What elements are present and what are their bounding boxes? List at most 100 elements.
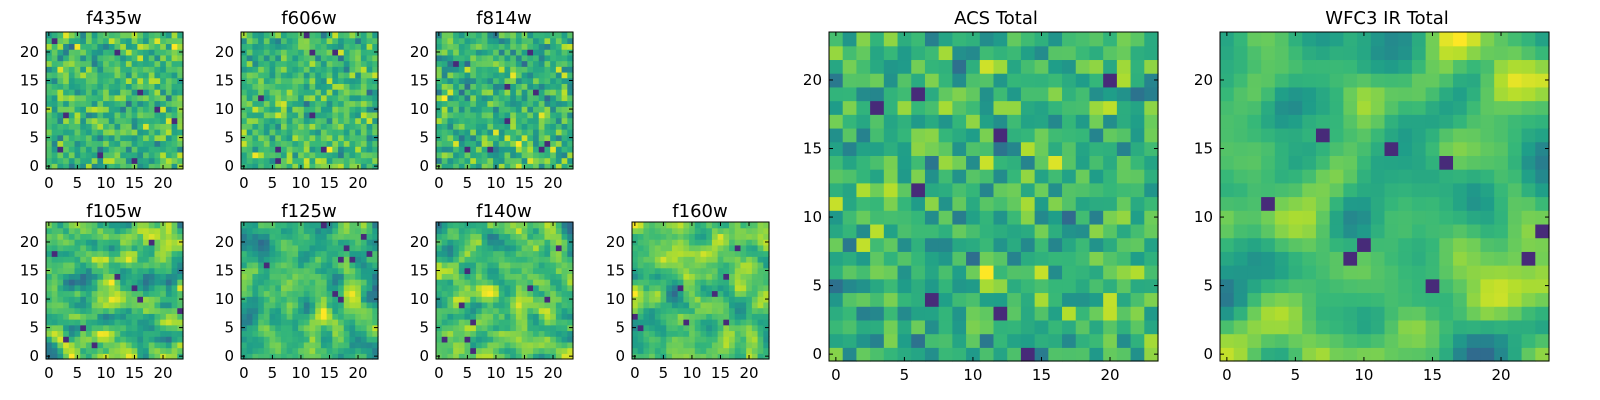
heatmap-cell bbox=[533, 37, 540, 45]
heatmap-cell bbox=[1411, 347, 1427, 362]
heatmap-cell bbox=[689, 261, 696, 269]
heatmap-cell bbox=[1130, 45, 1145, 61]
heatmap-cell bbox=[143, 244, 150, 252]
heatmap-cell bbox=[555, 106, 563, 113]
heatmap-cell bbox=[366, 100, 373, 107]
heatmap-cell bbox=[171, 324, 178, 332]
heatmap-cell bbox=[493, 89, 500, 96]
heatmap-cell bbox=[1075, 347, 1091, 362]
heatmap-cell bbox=[303, 244, 311, 252]
heatmap-cell bbox=[269, 313, 276, 320]
heatmap-cell bbox=[689, 267, 696, 274]
heatmap-cell bbox=[510, 100, 517, 107]
heatmap-cell bbox=[470, 307, 477, 314]
heatmap-cell bbox=[481, 77, 488, 84]
heatmap-cell bbox=[57, 100, 64, 107]
heatmap-cell bbox=[74, 301, 81, 309]
heatmap-cell bbox=[309, 336, 316, 343]
heatmap-cell bbox=[269, 89, 276, 96]
heatmap-cell bbox=[1130, 114, 1145, 129]
heatmap-cell bbox=[108, 301, 116, 309]
heatmap-cell bbox=[165, 60, 173, 67]
heatmap-cell bbox=[550, 279, 557, 286]
heatmap-cell bbox=[91, 117, 98, 124]
heatmap-cell bbox=[320, 60, 328, 67]
heatmap-cell bbox=[91, 313, 98, 320]
heatmap-cell bbox=[498, 313, 506, 320]
heatmap-cell bbox=[97, 273, 104, 280]
heatmap-cell bbox=[1007, 73, 1022, 88]
heatmap-cell bbox=[372, 129, 379, 136]
heatmap-cell bbox=[763, 319, 770, 326]
heatmap-cell bbox=[1130, 265, 1145, 280]
heatmap-cell bbox=[447, 244, 454, 252]
heatmap-cell bbox=[683, 261, 690, 269]
heatmap-cell bbox=[1020, 319, 1036, 335]
heatmap-cell bbox=[1144, 333, 1159, 348]
heatmap-cell bbox=[114, 123, 121, 130]
heatmap-cell bbox=[1261, 306, 1276, 321]
heatmap-cell bbox=[441, 319, 449, 326]
heatmap-cell bbox=[177, 227, 184, 235]
heatmap-cell bbox=[441, 89, 449, 96]
heatmap-cell bbox=[286, 146, 293, 153]
heatmap-cell bbox=[533, 163, 540, 170]
heatmap-cell bbox=[103, 123, 110, 130]
y-tick-label: 20 bbox=[606, 233, 625, 251]
heatmap-cell bbox=[349, 222, 356, 229]
heatmap-cell bbox=[154, 111, 161, 119]
heatmap-cell bbox=[177, 301, 184, 309]
heatmap-cell bbox=[561, 313, 568, 320]
heatmap-cell bbox=[700, 222, 707, 229]
heatmap-cell bbox=[700, 301, 707, 309]
heatmap-cell bbox=[63, 106, 70, 113]
heatmap-cell bbox=[280, 94, 288, 102]
heatmap-cell bbox=[360, 117, 368, 124]
heatmap-cell bbox=[372, 279, 379, 286]
heatmap-cell bbox=[1302, 292, 1317, 307]
heatmap-cell bbox=[447, 307, 454, 314]
heatmap-cell bbox=[137, 261, 144, 269]
heatmap-cell bbox=[1130, 251, 1145, 266]
heatmap-cell bbox=[441, 227, 449, 235]
heatmap-cell bbox=[165, 256, 173, 263]
heatmap-cell bbox=[649, 233, 656, 240]
heatmap-cell bbox=[567, 319, 574, 326]
heatmap-cell bbox=[544, 157, 551, 164]
heatmap-cell bbox=[246, 301, 254, 309]
heatmap-cell bbox=[487, 49, 494, 56]
heatmap-cell bbox=[550, 336, 557, 343]
heatmap-cell bbox=[366, 43, 373, 50]
heatmap-cell bbox=[689, 307, 696, 314]
heatmap-cell bbox=[355, 129, 362, 136]
heatmap-cell bbox=[46, 290, 53, 297]
y-tick-label: 0 bbox=[224, 157, 234, 175]
heatmap-cell bbox=[57, 134, 64, 142]
heatmap-cell bbox=[108, 227, 116, 235]
heatmap-cell bbox=[125, 296, 133, 303]
heatmap-cell bbox=[366, 134, 373, 142]
heatmap-cell bbox=[246, 60, 254, 67]
heatmap-cell bbox=[694, 227, 702, 235]
heatmap-cell bbox=[911, 251, 926, 266]
heatmap-cell bbox=[723, 233, 730, 240]
heatmap-cell bbox=[137, 353, 144, 360]
heatmap-cell bbox=[97, 279, 104, 286]
heatmap-cell bbox=[458, 106, 466, 113]
heatmap-cell bbox=[177, 244, 184, 252]
heatmap-cell bbox=[723, 290, 730, 297]
heatmap-cell bbox=[1315, 347, 1331, 362]
heatmap-cell bbox=[131, 71, 138, 79]
heatmap-cell bbox=[269, 77, 276, 84]
heatmap-cell bbox=[966, 265, 981, 280]
heatmap-cell bbox=[1020, 306, 1036, 321]
heatmap-cell bbox=[870, 100, 885, 115]
heatmap-cell bbox=[332, 227, 339, 235]
heatmap-cell bbox=[458, 163, 466, 170]
heatmap-cell bbox=[464, 347, 471, 354]
heatmap-cell bbox=[332, 307, 339, 314]
heatmap-cell bbox=[527, 284, 534, 292]
heatmap-cell bbox=[706, 261, 713, 269]
heatmap-cell bbox=[91, 290, 98, 297]
